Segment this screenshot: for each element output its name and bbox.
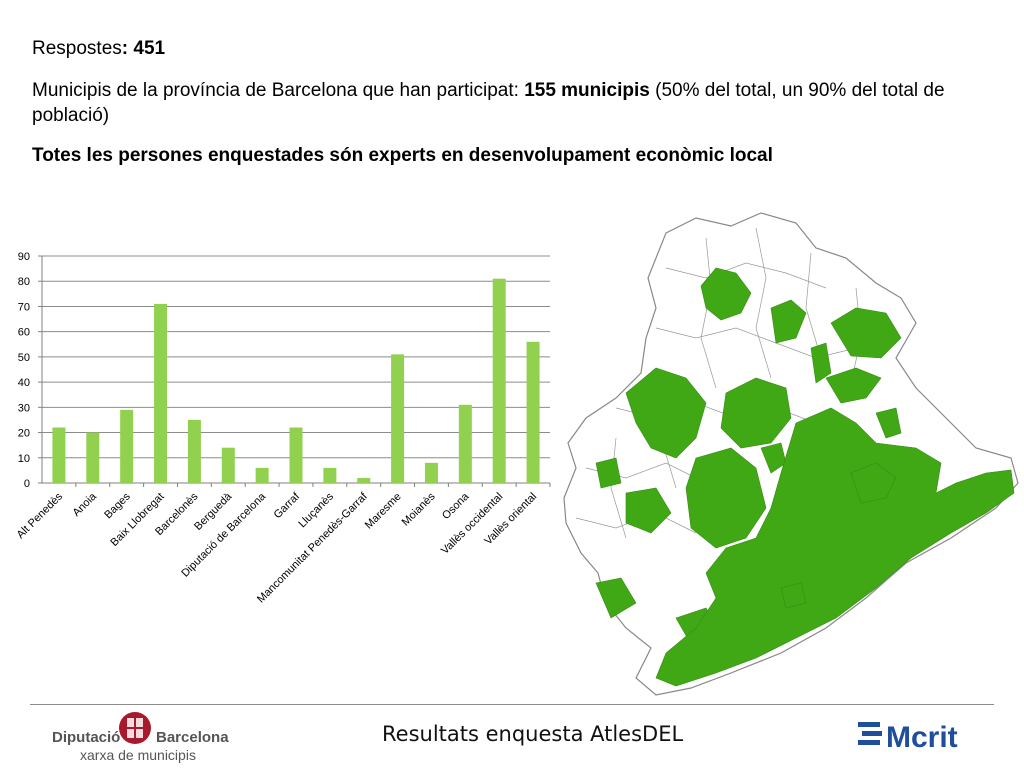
responses-label: Respostes [32,38,122,59]
bar [492,278,506,483]
y-tick-label: 80 [18,276,30,288]
footer-divider [30,704,994,705]
x-tick-label: Vallès occidental [439,491,505,557]
bar [221,447,235,483]
y-tick-label: 10 [18,453,30,465]
footer-title: Resultats enquesta AtlesDEL [382,722,684,746]
y-tick-label: 40 [18,377,30,389]
bar [458,404,472,483]
bar [526,341,540,483]
mcrit-wordmark: Mcrit [886,721,958,752]
y-tick-label: 60 [18,327,30,339]
y-tick-label: 0 [24,478,30,490]
bar [357,477,371,483]
y-tick-label: 90 [18,251,30,263]
diputacio-name: Diputació [52,729,121,746]
diputacio-logo [119,712,151,744]
x-tick-label: Garraf [272,490,303,521]
barcelona-name: Barcelona [156,729,229,746]
experts-line: Totes les persones enquestades són exper… [32,145,773,166]
province-map [563,212,1019,696]
mcrit-logo: Mcrit [858,721,958,752]
municipalities-text: Municipis de la província de Barcelona q… [32,80,525,101]
bar [120,409,134,483]
x-tick-label: Moianès [400,490,438,528]
bar [424,462,438,483]
y-tick-label: 70 [18,301,30,313]
xarxa-municipis-label: xarxa de municipis [80,747,196,763]
bar [52,427,66,483]
mcrit-arrows-icon [858,722,882,745]
y-tick-label: 50 [18,352,30,364]
x-tick-label: Anoia [71,490,100,519]
x-tick-label: Alt Penedès [15,490,66,541]
bar [391,354,405,483]
x-tick-label: Bages [102,490,133,521]
x-tick-label: Osona [440,490,472,522]
y-tick-label: 20 [18,428,30,440]
municipalities-line: Municipis de la província de Barcelona q… [32,78,992,128]
bar [323,467,337,483]
x-tick-label: Maresme [363,491,404,532]
bar [255,467,269,483]
bar [154,303,168,483]
bar [289,427,303,483]
municipalities-share: (50% del total, un 90% del total de pobl… [32,80,945,126]
responses-value: : 451 [121,38,166,59]
bar-chart: 0 10 20 30 40 50 60 70 80 90 Alt Penedès Anoia Bages… [15,251,551,605]
municipalities-count: 155 municipis [524,80,650,101]
map-regions [563,212,1019,696]
participating-municipalities [595,267,1015,687]
bar [86,432,100,483]
intro-text: Respostes: 451 Municipis de la província… [32,36,992,168]
responses-line: Respostes: 451 [32,36,992,61]
y-tick-label: 30 [18,402,30,414]
bar [187,419,201,483]
